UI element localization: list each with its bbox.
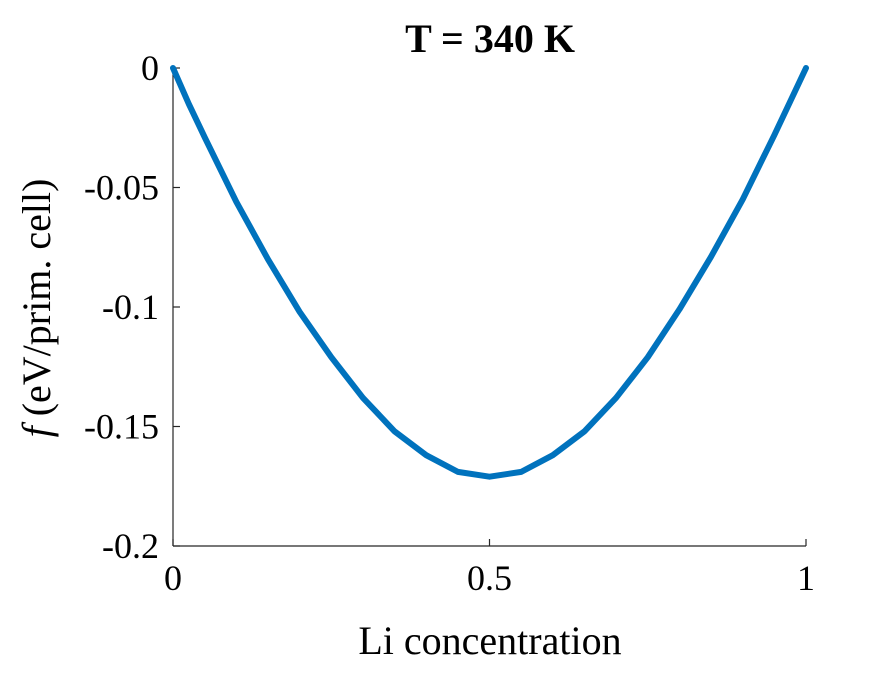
ticks: 0 0.5 1 0 -0.05 -0.1 -0.15 -0.2 <box>84 48 815 598</box>
y-tick-label: -0.2 <box>102 526 159 566</box>
chart-title: T = 340 K <box>405 16 575 61</box>
x-tick-label: 0 <box>164 558 182 598</box>
y-axis-label-symbol: f <box>14 421 59 437</box>
x-axis-label: Li concentration <box>358 618 621 663</box>
y-axis-label-units: (eV/prim. cell) <box>14 179 59 417</box>
y-tick-label: -0.05 <box>84 168 159 208</box>
y-tick-label: -0.15 <box>84 407 159 447</box>
y-tick-label: -0.1 <box>102 287 159 327</box>
series-layer <box>170 65 809 480</box>
y-axis-label: f (eV/prim. cell) <box>14 179 59 438</box>
series-line <box>170 65 809 480</box>
x-tick-label: 0.5 <box>467 558 512 598</box>
y-tick-label: 0 <box>141 48 159 88</box>
x-tick-label: 1 <box>797 558 815 598</box>
